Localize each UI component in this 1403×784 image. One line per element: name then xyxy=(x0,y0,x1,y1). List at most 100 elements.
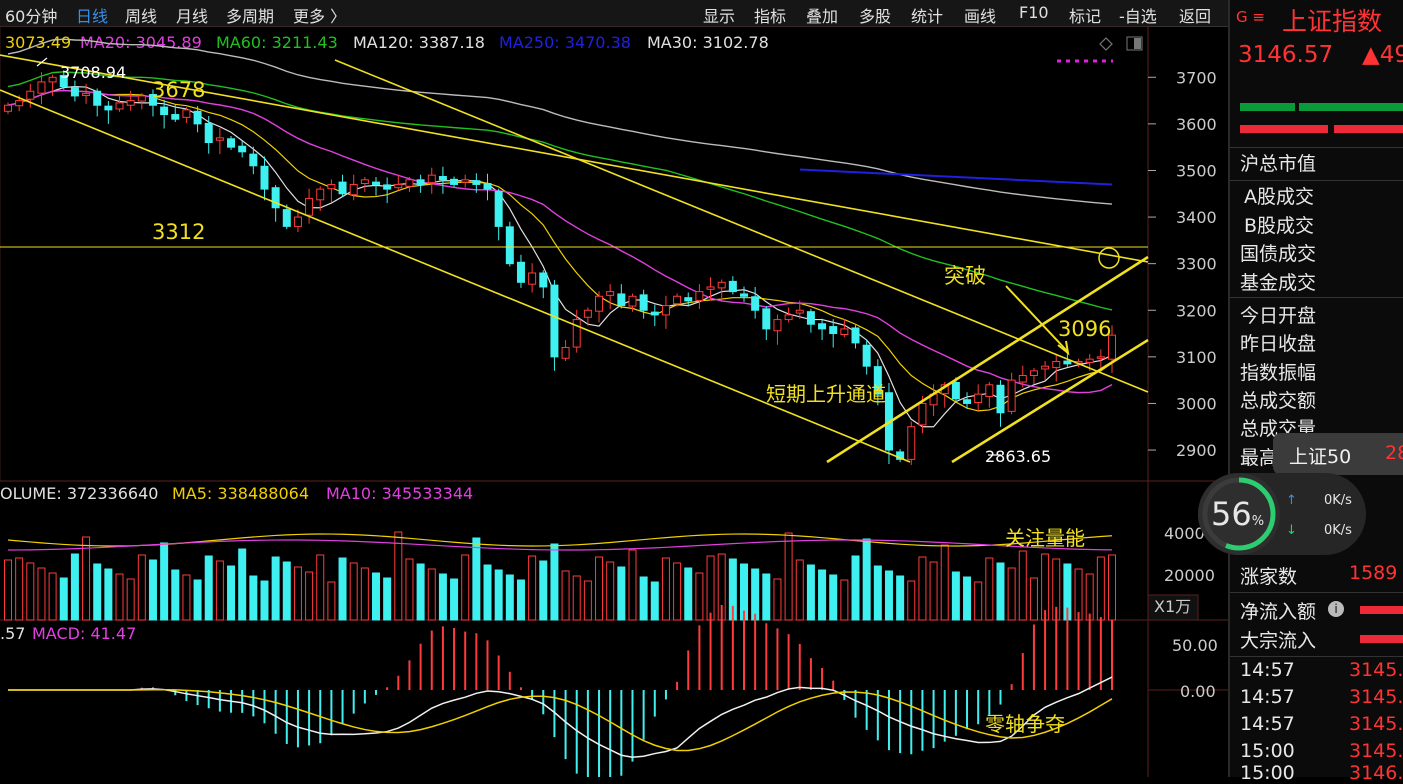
related-index-popup[interactable]: 上证50 28 xyxy=(1273,433,1403,475)
level-3312-label: 3312 xyxy=(152,220,205,244)
volume-bar xyxy=(806,564,815,621)
candle-body xyxy=(583,309,592,318)
volume-bar xyxy=(394,531,403,621)
volume-bar xyxy=(1007,567,1016,621)
volume-bar xyxy=(561,570,570,621)
volume-legend-ma10: MA10: 345533344 xyxy=(326,484,473,503)
volume-bar xyxy=(82,536,91,621)
volume-legend: OLUME: 372336640 MA5: 338488064 MA10: 34… xyxy=(0,484,473,503)
candle-body xyxy=(1041,365,1050,370)
volume-bar xyxy=(461,554,470,621)
volume-bar xyxy=(940,544,949,621)
volume-bar xyxy=(349,562,358,621)
price-axis: 3700 3600 3500 3400 3300 3200 3100 3000 2900 xyxy=(1148,68,1217,460)
volume-bar xyxy=(907,580,916,621)
statistics-button[interactable]: 统计 xyxy=(911,7,944,26)
label-block-inflow: 大宗流入 xyxy=(1240,630,1317,652)
overlay-button[interactable]: 叠加 xyxy=(806,7,839,26)
price-tick-label: 3000 xyxy=(1176,394,1217,413)
display-button[interactable]: 显示 xyxy=(703,7,736,26)
info-icon[interactable]: i xyxy=(1328,601,1344,617)
chart-toolbar-icons[interactable] xyxy=(1057,36,1143,63)
volume-bar xyxy=(26,562,35,621)
mark-button[interactable]: 标记 xyxy=(1069,7,1102,26)
tab-monthly[interactable]: 月线 xyxy=(176,7,209,26)
volume-bar xyxy=(505,574,514,621)
candle-body xyxy=(595,295,604,312)
breadth-bar-red xyxy=(1240,125,1328,133)
candle-body xyxy=(282,209,291,227)
volume-bar xyxy=(450,578,459,621)
upload-speed: 0 xyxy=(1324,493,1333,508)
back-button[interactable]: 返回 xyxy=(1179,7,1212,26)
candle-body xyxy=(4,104,12,112)
tab-weekly[interactable]: 周线 xyxy=(125,7,158,26)
volume-bar xyxy=(884,570,893,621)
label-up-count: 涨家数 xyxy=(1240,566,1298,588)
block-inflow-bar xyxy=(1360,635,1403,643)
volume-bar xyxy=(59,577,68,621)
network-speed-widget[interactable]: 56% ↑ 0K/s ↓ 0K/s xyxy=(1198,473,1366,555)
candle-body xyxy=(1096,356,1105,359)
macd-tick-50: 50.00 xyxy=(1172,636,1218,655)
candle-body xyxy=(126,100,135,106)
volume-bar xyxy=(918,556,927,621)
candle-body xyxy=(461,179,470,183)
candle-body xyxy=(829,326,838,335)
candle-body xyxy=(851,327,860,344)
volume-bar xyxy=(204,555,213,621)
candle-body xyxy=(550,284,559,358)
kline-chart[interactable]: 3073.49 MA20: 3045.89 MA60: 3211.43 MA12… xyxy=(0,26,1228,777)
tab-multi-period[interactable]: 多周期 xyxy=(226,7,275,26)
watchlist-remove-button[interactable]: -自选 xyxy=(1119,7,1157,26)
volume-bar xyxy=(985,557,994,621)
volume-bar xyxy=(539,560,548,621)
volume-bar xyxy=(929,561,938,621)
tab-60min[interactable]: 60分钟 xyxy=(5,7,58,26)
low-label: 2863.65 xyxy=(985,447,1051,466)
label-today-open: 今日开盘 xyxy=(1240,305,1317,327)
candle-body xyxy=(1063,360,1072,365)
index-price: 3146.57 xyxy=(1238,42,1334,68)
ma120-line xyxy=(7,38,1113,205)
moving-average-lines xyxy=(7,38,1113,428)
channel-down-line xyxy=(334,59,1149,393)
candle-body xyxy=(628,295,637,307)
tick-price: 3145. xyxy=(1349,659,1403,681)
candle-body xyxy=(818,323,827,330)
volume-bar xyxy=(639,576,648,621)
download-arrow-icon: ↓ xyxy=(1286,523,1297,538)
ma-legend-ma120: MA120: 3387.18 xyxy=(353,33,485,52)
macd-axis: 50.00 0.00 xyxy=(1172,636,1218,701)
candle-body xyxy=(996,384,1005,414)
macd-dif-line xyxy=(8,676,1113,758)
multi-stock-button[interactable]: 多股 xyxy=(859,7,892,26)
tab-more[interactable]: 更多 〉 xyxy=(293,7,347,26)
price-tick-label: 3700 xyxy=(1176,68,1217,87)
volume-bar xyxy=(572,575,581,621)
volume-bar xyxy=(661,557,670,621)
candle-body xyxy=(728,280,737,293)
label-amplitude: 指数振幅 xyxy=(1240,362,1317,384)
volume-bar xyxy=(137,554,146,621)
volume-bar xyxy=(951,571,960,621)
label-total-amount: 总成交额 xyxy=(1240,390,1317,412)
draw-line-button[interactable]: 画线 xyxy=(964,7,997,26)
tab-daily[interactable]: 日线 xyxy=(76,7,109,26)
volume-bar xyxy=(762,573,771,621)
f10-button[interactable]: F10 xyxy=(1019,3,1049,22)
candle-body xyxy=(896,451,905,460)
macd-legend-left: .57 xyxy=(0,624,25,643)
volume-bar xyxy=(104,568,113,621)
macd-legend-value: MACD: 41.47 xyxy=(32,624,136,643)
net-inflow-bar xyxy=(1360,606,1403,614)
candle-body xyxy=(438,176,447,181)
candle-body xyxy=(907,426,916,460)
candle-body xyxy=(528,272,537,285)
trend-lines xyxy=(0,54,1149,464)
rising-channel-lower xyxy=(951,338,1149,464)
candle-body xyxy=(137,95,146,102)
label-high: 最高 xyxy=(1240,447,1279,469)
price-tick-label: 3400 xyxy=(1176,208,1217,227)
indicator-button[interactable]: 指标 xyxy=(754,7,787,26)
